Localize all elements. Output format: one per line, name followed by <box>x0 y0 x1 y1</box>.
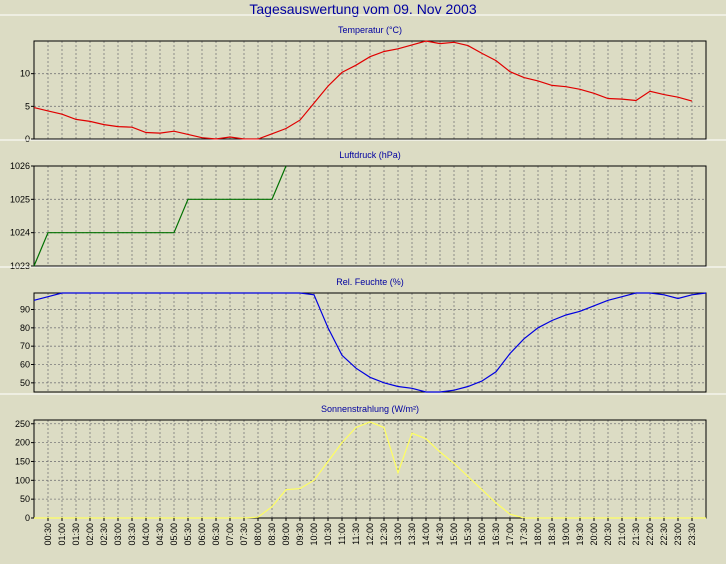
humidity-y-tick-label: 80 <box>20 323 30 333</box>
x-tick-label: 02:00 <box>85 523 95 546</box>
x-tick-label: 12:30 <box>379 523 389 546</box>
humidity-y-tick-label: 90 <box>20 305 30 315</box>
x-tick-label: 07:00 <box>225 523 235 546</box>
x-tick-label: 07:30 <box>239 523 249 546</box>
x-tick-label: 04:30 <box>155 523 165 546</box>
x-tick-label: 03:30 <box>127 523 137 546</box>
x-tick-label: 14:00 <box>421 523 431 546</box>
x-tick-label: 16:30 <box>491 523 501 546</box>
x-tick-label: 00:30 <box>43 523 53 546</box>
x-tick-label: 03:00 <box>113 523 123 546</box>
radiation-y-tick-label: 250 <box>15 419 30 429</box>
x-tick-label: 08:00 <box>253 523 263 546</box>
x-tick-label: 11:30 <box>351 523 361 545</box>
x-tick-label: 13:30 <box>407 523 417 546</box>
x-tick-label: 09:30 <box>295 523 305 546</box>
humidity-plot-frame <box>33 292 707 393</box>
x-tick-label: 04:00 <box>141 523 151 546</box>
temperature-series-line <box>33 40 693 140</box>
x-tick-label: 15:30 <box>463 523 473 546</box>
x-tick-label: 19:30 <box>575 523 585 546</box>
x-tick-label: 17:30 <box>519 523 529 546</box>
temperature-y-tick-label: 5 <box>25 101 30 111</box>
humidity-y-tick-label: 70 <box>20 341 30 351</box>
x-tick-label: 08:30 <box>267 523 277 546</box>
x-tick-label: 09:00 <box>281 523 291 546</box>
x-tick-label: 05:30 <box>183 523 193 546</box>
temperature-y-tick-label: 0 <box>25 134 30 144</box>
x-tick-label: 15:00 <box>449 523 459 546</box>
temperature-plot-frame <box>33 40 707 140</box>
x-tick-label: 17:00 <box>505 523 515 546</box>
page-title: Tagesauswertung vom 09. Nov 2003 <box>249 1 477 17</box>
pressure-y-tick-label: 1025 <box>10 194 30 204</box>
x-tick-label: 06:30 <box>211 523 221 546</box>
pressure-y-tick-label: 1026 <box>10 161 30 171</box>
x-tick-label: 05:00 <box>169 523 179 546</box>
x-tick-label: 10:30 <box>323 523 333 546</box>
x-tick-label: 16:00 <box>477 523 487 546</box>
x-tick-label: 10:00 <box>309 523 319 546</box>
x-tick-label: 06:00 <box>197 523 207 546</box>
radiation-y-tick-label: 150 <box>15 456 30 466</box>
radiation-y-tick-label: 200 <box>15 438 30 448</box>
x-tick-label: 11:00 <box>337 523 347 545</box>
x-tick-label: 13:00 <box>393 523 403 546</box>
x-tick-label: 20:30 <box>603 523 613 546</box>
x-tick-label: 22:00 <box>645 523 655 546</box>
radiation-y-tick-label: 100 <box>15 475 30 485</box>
temperature-y-tick-label: 10 <box>20 69 30 79</box>
pressure-y-tick-label: 1023 <box>10 261 30 271</box>
radiation-title: Sonnenstrahlung (W/m²) <box>321 404 419 414</box>
x-tick-label: 22:30 <box>659 523 669 546</box>
x-tick-label: 12:00 <box>365 523 375 546</box>
x-tick-label: 23:30 <box>687 523 697 546</box>
humidity-y-tick-label: 60 <box>20 360 30 370</box>
pressure-series-line <box>33 165 287 267</box>
x-tick-label: 23:00 <box>673 523 683 546</box>
pressure-plot-frame <box>33 165 707 267</box>
humidity-title: Rel. Feuchte (%) <box>336 277 404 287</box>
x-tick-label: 14:30 <box>435 523 445 546</box>
humidity-series-line <box>33 292 707 393</box>
x-tick-label: 01:00 <box>57 523 67 546</box>
temperature-title: Temperatur (°C) <box>338 25 402 35</box>
humidity-y-tick-label: 50 <box>20 378 30 388</box>
pressure-y-tick-label: 1024 <box>10 228 30 238</box>
x-tick-label: 02:30 <box>99 523 109 546</box>
radiation-y-tick-label: 50 <box>20 494 30 504</box>
x-tick-label: 19:00 <box>561 523 571 546</box>
radiation-y-tick-label: 0 <box>25 513 30 523</box>
x-tick-label: 20:00 <box>589 523 599 546</box>
x-tick-label: 01:30 <box>71 523 81 546</box>
x-tick-label: 18:00 <box>533 523 543 546</box>
x-tick-label: 18:30 <box>547 523 557 546</box>
x-tick-label: 21:30 <box>631 523 641 546</box>
x-tick-label: 21:00 <box>617 523 627 546</box>
pressure-title: Luftdruck (hPa) <box>339 150 401 160</box>
